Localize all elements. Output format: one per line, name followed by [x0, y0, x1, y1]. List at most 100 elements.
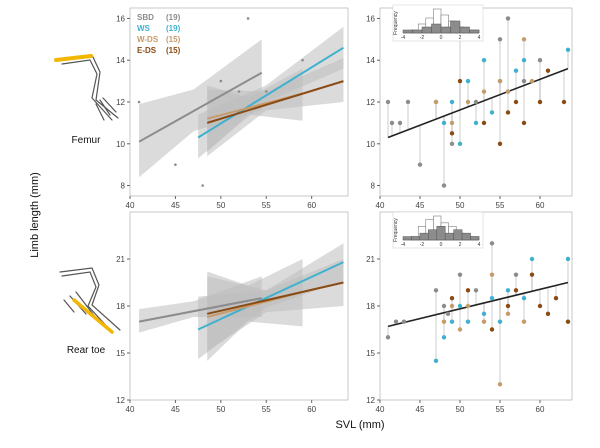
histogram-tick-label: -2 — [420, 35, 425, 41]
data-point-sbd — [389, 120, 395, 126]
data-point-e-ds — [537, 99, 543, 105]
y-tick-label: 21 — [116, 255, 125, 264]
data-point-w-ds — [521, 319, 527, 324]
row-label-rear-toe: Rear toe — [67, 345, 106, 356]
legend: SBD (19) WS (19) W-DS (15) E-DS (15) — [137, 13, 181, 55]
data-point-w-ds — [449, 303, 455, 309]
confidence-band-e-ds — [207, 58, 344, 157]
data-point-w-ds — [457, 327, 463, 332]
y-tick-label: 12 — [366, 98, 375, 107]
data-point-e-ds — [521, 120, 527, 126]
lizard-femur-highlight-icon — [54, 54, 119, 121]
overall-regression-line — [387, 281, 569, 328]
data-point-sbd — [537, 58, 543, 63]
data-point-e-ds — [465, 288, 471, 293]
y-tick-label: 16 — [116, 14, 125, 23]
data-point-sbd — [174, 163, 177, 166]
histogram-tick-label: 4 — [478, 242, 481, 248]
legend-entry-sbd-n: (19) — [166, 13, 181, 22]
x-tick-label: 45 — [171, 201, 180, 210]
x-tick-label: 50 — [216, 201, 225, 210]
data-point-sbd — [441, 303, 447, 309]
data-point-w-ds — [505, 89, 511, 94]
data-point-w-ds — [497, 78, 503, 84]
regression-line-e-ds — [206, 80, 344, 124]
x-tick-label: 55 — [262, 201, 271, 210]
data-point-ws — [441, 335, 447, 340]
data-point-ws — [465, 78, 471, 84]
data-point-w-ds — [481, 319, 487, 324]
histogram-solid-bar — [450, 20, 461, 34]
data-point-sbd — [433, 288, 439, 293]
y-tick-label: 16 — [366, 14, 375, 23]
data-point-sbd — [497, 37, 503, 42]
x-tick-label: 60 — [536, 201, 545, 210]
histogram-solid-bar — [412, 29, 423, 34]
histogram-tick-label: 2 — [459, 242, 462, 248]
histogram-solid-bar — [402, 29, 413, 34]
x-tick-label: 45 — [416, 201, 425, 210]
histogram-solid-bar — [436, 226, 446, 241]
data-point-w-ds — [441, 319, 447, 324]
lizard-rear-toe-highlight-icon — [59, 267, 121, 334]
rear-toe-group-regression-panel: 40 45 50 55 60 12 15 18 21 — [116, 211, 349, 414]
data-point-ws — [449, 99, 455, 105]
x-tick-label: 60 — [307, 405, 316, 414]
x-tick-label: 40 — [126, 405, 135, 414]
y-tick-label: 8 — [371, 182, 376, 191]
histogram-solid-bar — [428, 229, 438, 241]
data-point-ws — [565, 256, 571, 262]
histogram-tick-label: 0 — [440, 242, 443, 248]
regression-line-sbd — [138, 297, 262, 323]
y-tick-label: 12 — [116, 396, 125, 405]
histogram-tick-label: -4 — [401, 242, 406, 248]
histogram-solid-bar — [470, 236, 480, 241]
x-tick-label: 55 — [496, 201, 505, 210]
data-point-sbd — [385, 99, 391, 105]
data-point-w-ds — [489, 272, 495, 277]
x-tick-label: 50 — [456, 201, 465, 210]
femur-group-regression-panel: 40 45 50 55 60 8 10 12 14 16 — [116, 7, 349, 210]
data-point-sbd — [401, 319, 407, 324]
x-tick-label: 45 — [416, 405, 425, 414]
legend-entry-ws-n: (19) — [166, 24, 181, 33]
data-point-e-ds — [561, 99, 567, 105]
data-point-e-ds — [565, 319, 571, 324]
legend-entry-w-ds-n: (15) — [166, 35, 181, 44]
regression-line-ws — [197, 46, 344, 139]
data-point-ws — [521, 58, 527, 63]
data-point-ws — [521, 295, 527, 301]
x-tick-label: 60 — [307, 201, 316, 210]
data-point-ws — [481, 58, 487, 63]
histogram-ylabel: Frequency — [393, 11, 399, 35]
data-point-ws — [481, 311, 487, 317]
x-tick-label: 40 — [376, 405, 385, 414]
legend-entry-sbd: SBD — [137, 13, 154, 22]
data-point-sbd — [219, 79, 223, 83]
data-point-ws — [529, 256, 535, 262]
data-point-w-ds — [529, 78, 535, 84]
y-tick-label: 15 — [366, 349, 375, 358]
femur-overall-regression-panel: 40 45 50 55 60 8 10 12 14 16 Frequency-4 -2 0 2 4 — [366, 4, 573, 210]
x-tick-label: 40 — [376, 201, 385, 210]
data-point-ws — [497, 319, 503, 324]
data-point-e-ds — [513, 288, 519, 293]
data-point-w-ds — [449, 120, 455, 126]
x-tick-label: 50 — [216, 405, 225, 414]
data-point-sbd — [393, 319, 399, 324]
data-point-ws — [513, 68, 519, 73]
data-point-sbd — [264, 90, 268, 93]
data-point-sbd — [301, 58, 304, 62]
x-tick-label: 60 — [536, 405, 545, 414]
data-point-sbd — [417, 162, 423, 167]
data-point-ws — [457, 303, 463, 309]
legend-entry-e-ds-n: (15) — [166, 46, 181, 55]
data-point-sbd — [237, 90, 241, 93]
histogram-tick-label: 2 — [459, 35, 462, 41]
data-point-e-ds — [545, 311, 551, 317]
histogram-solid-bar — [444, 232, 454, 241]
data-point-ws — [441, 120, 447, 126]
row-label-femur: Femur — [72, 135, 102, 146]
histogram-solid-bar — [453, 229, 463, 241]
histogram-solid-bar — [419, 232, 429, 241]
